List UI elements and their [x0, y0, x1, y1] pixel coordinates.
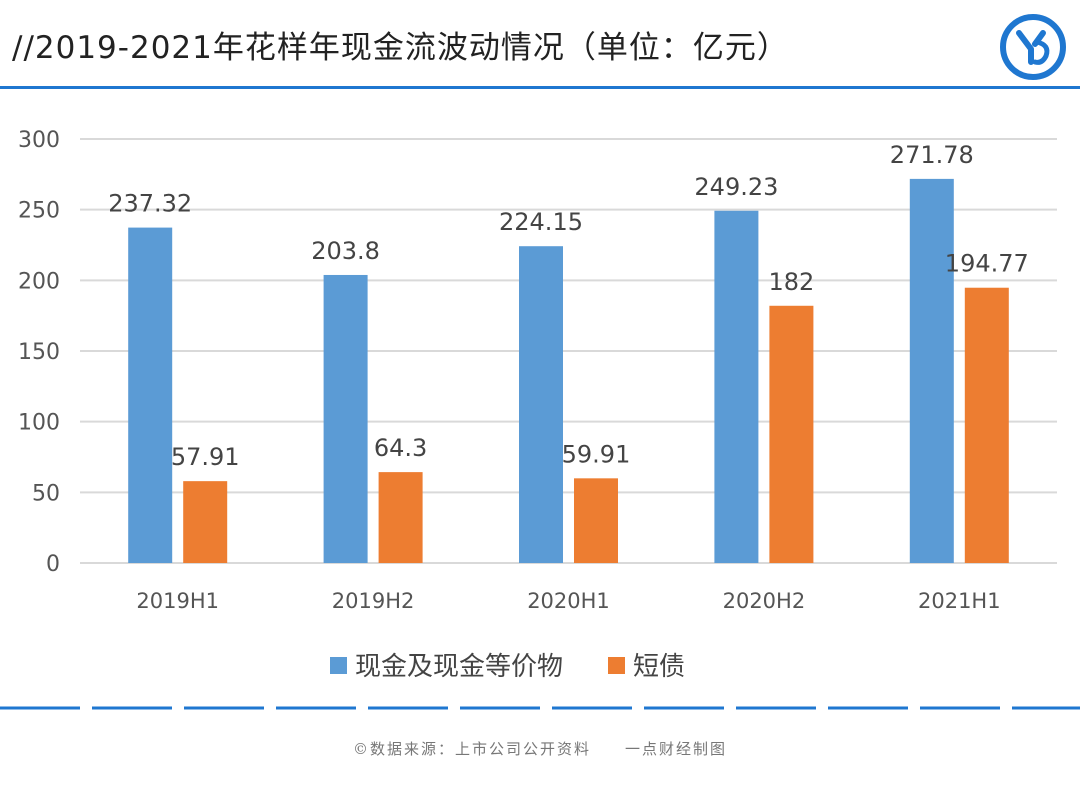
- legend-swatch: [330, 657, 347, 674]
- x-tick-label: 2019H2: [332, 589, 415, 613]
- bar-short-debt: [378, 472, 423, 563]
- bar-cash: [519, 246, 563, 563]
- header: //2019-2021年花样年现金流波动情况（单位：亿元）: [0, 0, 1080, 88]
- legend-swatch: [608, 657, 625, 674]
- bar-short-debt: [769, 305, 814, 563]
- bar-chart: 0 50 100 150 200 250 300 237.32 57.91 2019H1 203.8…: [18, 128, 1057, 682]
- yd-logo-icon: [1000, 14, 1066, 80]
- y-tick-label: 100: [18, 411, 60, 436]
- bar-short-debt: [574, 478, 618, 563]
- bar-cash: [909, 178, 954, 563]
- y-tick-label: 0: [46, 552, 60, 577]
- footer-divider: [0, 706, 1080, 710]
- data-label: 237.32: [108, 190, 192, 218]
- legend-label: 短债: [633, 652, 685, 682]
- y-tick-label: 50: [32, 481, 60, 506]
- y-tick-label: 200: [18, 269, 60, 294]
- data-label: 271.78: [890, 141, 974, 169]
- bar-cash: [714, 210, 759, 563]
- y-tick-label: 250: [18, 199, 60, 224]
- x-tick-label: 2020H2: [723, 589, 806, 613]
- page-title: //2019-2021年花样年现金流波动情况（单位：亿元）: [12, 30, 789, 66]
- bar-cash: [323, 274, 368, 563]
- bar-cash: [128, 227, 173, 563]
- data-label: 224.15: [499, 208, 583, 236]
- header-divider: [0, 86, 1080, 89]
- x-tick-label: 2021H1: [918, 589, 1001, 613]
- data-label: 64.3: [374, 434, 427, 462]
- data-label: 249.23: [694, 173, 778, 201]
- x-tick-label: 2019H1: [136, 589, 219, 613]
- legend-label: 现金及现金等价物: [355, 652, 563, 682]
- y-tick-label: 300: [18, 128, 60, 153]
- bar-short-debt: [964, 287, 1009, 563]
- data-label: 57.91: [171, 443, 240, 471]
- source-note: ©数据来源：上市公司公开资料 一点财经制图: [352, 740, 727, 758]
- data-label: 203.8: [311, 237, 380, 265]
- data-label: 194.77: [945, 250, 1029, 278]
- data-label: 182: [768, 268, 814, 296]
- data-label: 59.91: [562, 440, 631, 468]
- y-tick-label: 150: [18, 340, 60, 365]
- x-tick-label: 2020H1: [527, 589, 610, 613]
- bar-short-debt: [183, 481, 228, 563]
